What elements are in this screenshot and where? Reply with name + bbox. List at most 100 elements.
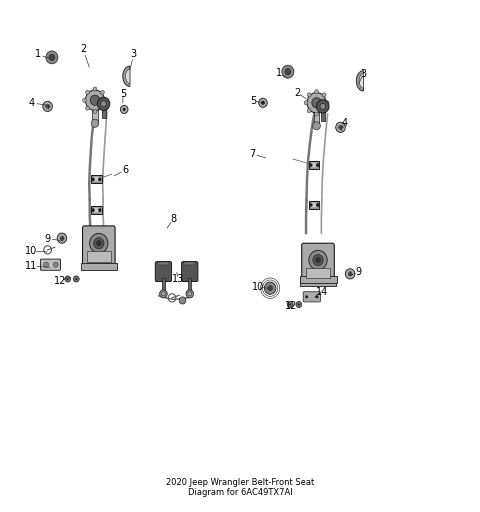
Circle shape	[310, 203, 312, 206]
Text: 9: 9	[356, 267, 362, 278]
Text: 1: 1	[35, 49, 41, 59]
Circle shape	[315, 112, 319, 116]
Text: 2: 2	[80, 44, 86, 54]
Circle shape	[316, 203, 319, 206]
Bar	[314, 111, 320, 126]
Text: 14: 14	[316, 287, 328, 297]
Circle shape	[268, 286, 273, 291]
Text: 11: 11	[25, 261, 37, 271]
Circle shape	[100, 90, 104, 94]
Bar	[309, 161, 320, 169]
Circle shape	[289, 304, 291, 306]
FancyBboxPatch shape	[181, 262, 198, 282]
Text: 12: 12	[285, 301, 298, 311]
Circle shape	[123, 108, 126, 111]
Circle shape	[298, 304, 300, 306]
Bar	[157, 262, 169, 265]
Circle shape	[96, 241, 101, 246]
Polygon shape	[126, 69, 130, 83]
Text: 6: 6	[122, 165, 128, 175]
Circle shape	[53, 262, 58, 267]
Circle shape	[93, 110, 97, 114]
Circle shape	[85, 90, 105, 111]
Bar	[309, 201, 320, 209]
Bar	[91, 175, 102, 183]
Circle shape	[282, 65, 294, 78]
Circle shape	[348, 272, 352, 276]
FancyBboxPatch shape	[302, 243, 334, 282]
Circle shape	[49, 54, 55, 60]
FancyBboxPatch shape	[156, 262, 171, 282]
Text: 9: 9	[45, 233, 51, 244]
Circle shape	[93, 87, 97, 91]
Circle shape	[92, 178, 95, 181]
Circle shape	[43, 101, 52, 112]
Bar	[188, 279, 191, 294]
Circle shape	[325, 101, 329, 105]
Circle shape	[316, 163, 319, 166]
Bar	[81, 263, 117, 270]
Bar	[306, 268, 330, 279]
Circle shape	[46, 51, 58, 64]
Circle shape	[305, 295, 308, 298]
Circle shape	[85, 90, 89, 94]
Bar	[300, 276, 337, 283]
Circle shape	[315, 90, 319, 94]
Circle shape	[94, 238, 104, 249]
Circle shape	[98, 208, 101, 211]
Text: 5: 5	[120, 89, 126, 99]
Circle shape	[97, 97, 110, 111]
Circle shape	[44, 262, 48, 267]
Circle shape	[188, 292, 192, 296]
Bar	[321, 106, 324, 121]
Circle shape	[91, 119, 99, 127]
Circle shape	[304, 101, 308, 105]
Circle shape	[310, 163, 312, 166]
Circle shape	[161, 292, 165, 296]
Bar	[184, 262, 195, 265]
Text: 2020 Jeep Wrangler Belt-Front Seat
Diagram for 6AC49TX7AI: 2020 Jeep Wrangler Belt-Front Seat Diagr…	[166, 478, 314, 497]
Text: 4: 4	[341, 118, 348, 128]
Polygon shape	[356, 71, 363, 91]
Bar	[102, 104, 106, 118]
Circle shape	[75, 278, 77, 280]
Circle shape	[320, 103, 325, 110]
Text: 3: 3	[131, 49, 137, 59]
Circle shape	[307, 109, 311, 113]
Polygon shape	[359, 74, 363, 88]
Bar	[93, 207, 100, 213]
Circle shape	[264, 282, 276, 294]
Circle shape	[90, 95, 100, 105]
Circle shape	[307, 93, 326, 113]
Circle shape	[83, 98, 86, 102]
Circle shape	[307, 93, 311, 97]
Circle shape	[285, 69, 291, 75]
Circle shape	[46, 104, 49, 109]
Circle shape	[120, 105, 128, 114]
Circle shape	[315, 295, 318, 298]
FancyBboxPatch shape	[40, 259, 60, 270]
Circle shape	[317, 100, 329, 113]
Text: 13: 13	[172, 274, 184, 284]
Bar	[91, 206, 102, 214]
Bar	[311, 202, 318, 208]
Bar	[93, 176, 100, 182]
Text: 10: 10	[252, 282, 264, 292]
Text: 3: 3	[360, 69, 367, 79]
Circle shape	[309, 250, 327, 270]
Circle shape	[259, 98, 267, 108]
Text: 10: 10	[25, 246, 37, 256]
Circle shape	[90, 233, 108, 253]
Text: 1: 1	[276, 68, 282, 78]
Circle shape	[65, 276, 71, 282]
Bar	[92, 108, 98, 123]
Circle shape	[312, 98, 322, 108]
FancyBboxPatch shape	[83, 226, 115, 266]
Circle shape	[345, 269, 355, 279]
Circle shape	[296, 302, 302, 308]
Text: 8: 8	[170, 214, 176, 224]
Circle shape	[101, 101, 107, 107]
Circle shape	[159, 290, 167, 298]
Circle shape	[322, 93, 326, 97]
Circle shape	[261, 101, 265, 105]
